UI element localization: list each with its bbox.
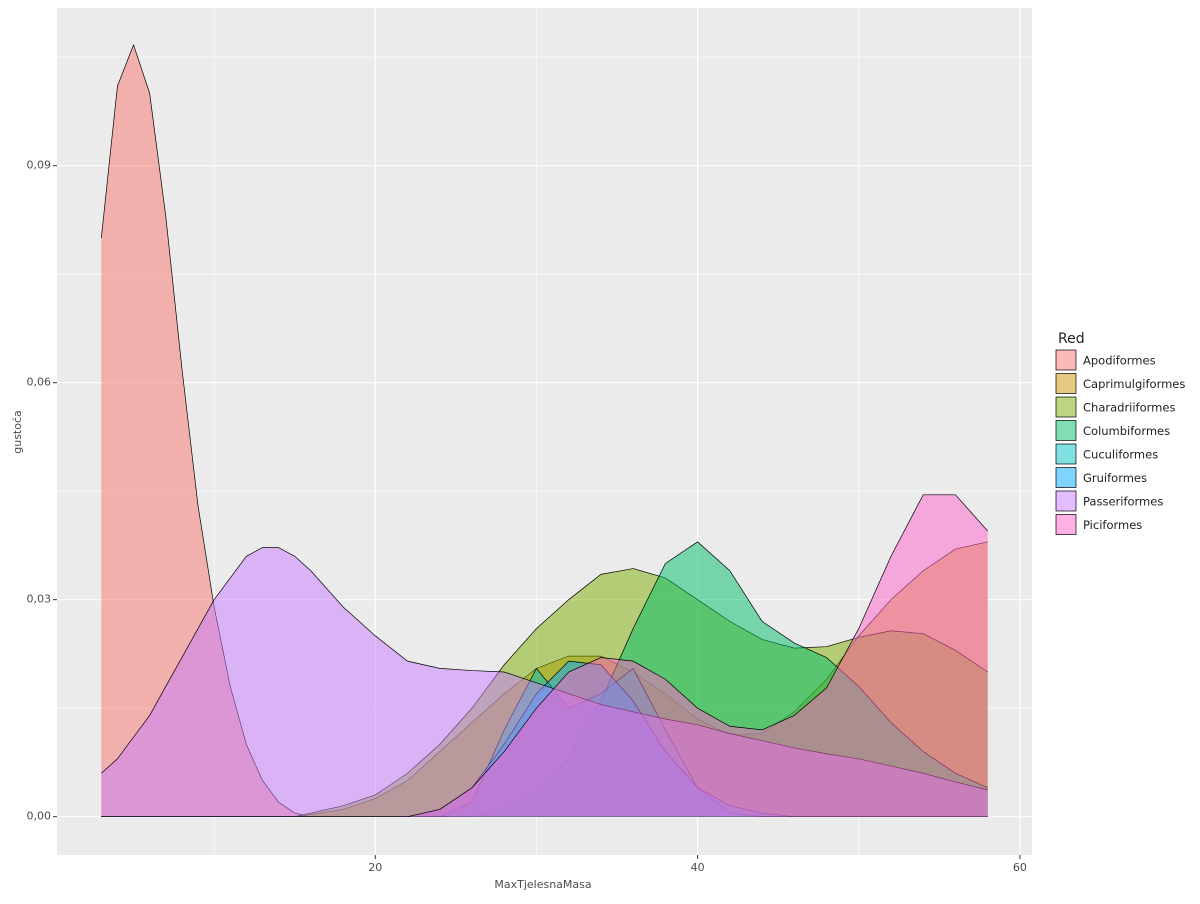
legend-label: Passeriformes	[1083, 495, 1163, 509]
legend-key	[1055, 490, 1077, 512]
x-axis-label: MaxTjelesnaMasa	[494, 878, 591, 891]
y-tick-label: 0,09	[27, 159, 52, 172]
x-tick-label: 60	[1013, 861, 1027, 874]
legend-key	[1055, 467, 1077, 488]
legend-label: Gruiformes	[1083, 471, 1147, 485]
legend-label: Piciformes	[1083, 518, 1142, 532]
legend-label: Charadriiformes	[1083, 401, 1175, 415]
legend-key	[1055, 373, 1077, 394]
legend-label: Cuculiformes	[1083, 448, 1158, 462]
legend-key	[1055, 349, 1077, 371]
density-line	[101, 494, 988, 818]
y-tick-label: 0,03	[27, 593, 52, 606]
legend-key	[1055, 443, 1077, 465]
x-tick-label: 20	[368, 861, 382, 874]
legend-key	[1055, 420, 1077, 441]
y-axis-label: gustoća	[11, 410, 24, 454]
y-tick-label: 0,00	[27, 810, 52, 823]
legend-key	[1055, 396, 1077, 418]
y-tick-label: 0,06	[27, 376, 52, 389]
legend-label: Caprimulgiformes	[1083, 377, 1185, 391]
legend-label: Apodiformes	[1083, 354, 1156, 368]
legend-key	[1055, 514, 1077, 535]
x-tick-label: 40	[691, 861, 705, 874]
legend-label: Columbiformes	[1083, 424, 1170, 438]
density-area	[101, 494, 988, 817]
legend-title: Red	[1058, 331, 1085, 347]
